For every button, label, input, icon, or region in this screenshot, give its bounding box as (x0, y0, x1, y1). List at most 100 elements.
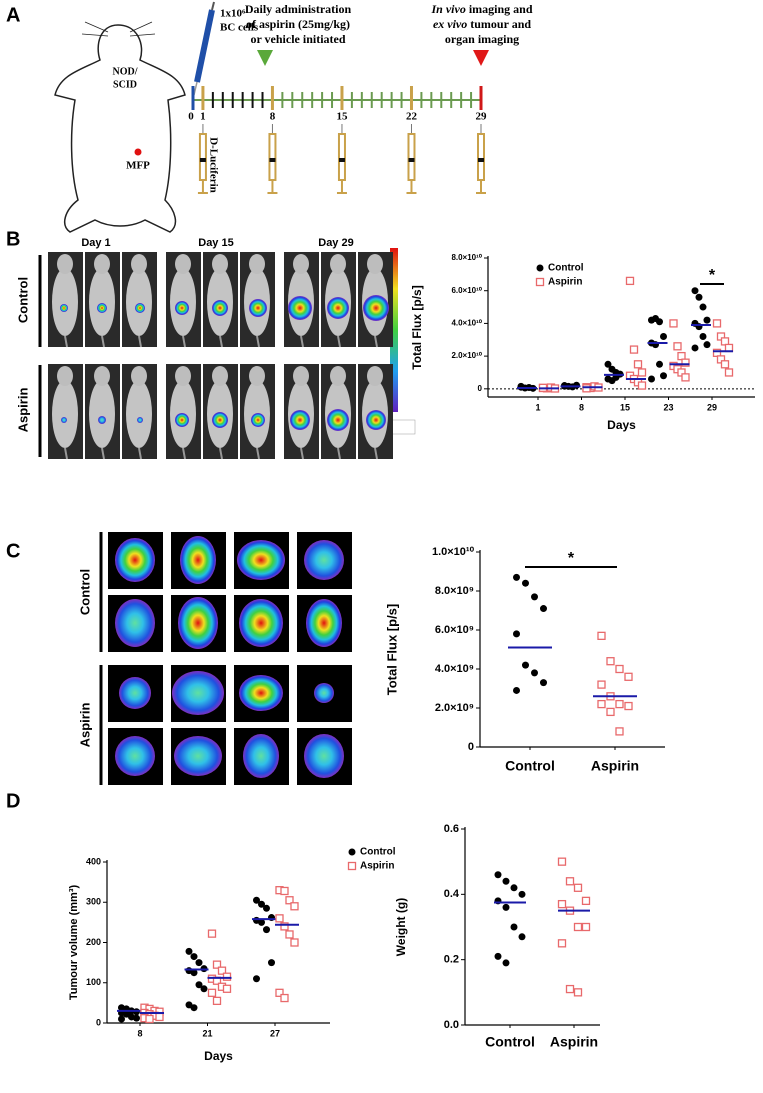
legend-label: Aspirin (548, 277, 582, 288)
mouse-tail (64, 335, 68, 348)
x-tick-label: Control (505, 758, 555, 774)
data-point (660, 332, 667, 340)
y-tick-label: 4.0×10⁹ (435, 663, 474, 675)
data-point (510, 923, 518, 931)
mouse-head (175, 254, 191, 274)
y-tick-label: 100 (86, 977, 101, 987)
mouse-label: SCID (113, 79, 137, 90)
y-tick-label: 1.0×10¹⁰ (432, 546, 475, 558)
data-point (656, 318, 663, 326)
syringe-plunger (199, 158, 206, 162)
data-point (133, 1014, 140, 1022)
x-axis-label: Days (607, 418, 636, 432)
y-tick-label: 2.0×10¹⁰ (451, 351, 482, 360)
data-point (285, 930, 294, 939)
mouse-head (212, 366, 228, 386)
tumour-signal (178, 597, 218, 649)
data-point (280, 922, 289, 931)
tumour-signal (306, 599, 342, 647)
mouse-head (330, 366, 346, 386)
timeline-day-label: 29 (476, 111, 488, 123)
data-point (637, 368, 647, 377)
luciferin-syringe (336, 124, 347, 194)
data-point (637, 381, 647, 390)
data-point (258, 918, 265, 926)
data-point (502, 903, 510, 911)
legend-label: Control (360, 847, 396, 858)
timeline-day-label: 0 (188, 111, 194, 123)
mouse-tail (374, 447, 378, 460)
legend-label: Aspirin (360, 861, 394, 872)
mouse-head (293, 366, 309, 386)
color-scale (390, 248, 398, 412)
data-point (200, 985, 208, 993)
data-point (615, 727, 624, 736)
data-point (290, 902, 299, 911)
tumour-signal (314, 683, 334, 703)
legend-marker (536, 264, 544, 272)
row-label: Control (15, 277, 30, 323)
imaging-label: ex vivo tumour and (433, 17, 531, 31)
data-point (724, 368, 734, 377)
data-point (624, 672, 633, 681)
data-point (581, 922, 591, 932)
y-tick-label: 0 (468, 741, 474, 753)
x-tick-label: 8 (579, 402, 584, 412)
syringe-barrel (477, 133, 485, 181)
mouse-body (126, 268, 152, 336)
treatment-label: of aspirin (25mg/kg) (246, 17, 350, 31)
data-point (522, 579, 529, 587)
data-point (625, 276, 635, 286)
y-tick-label: 200 (86, 937, 101, 947)
y-tick-label: 0.4 (444, 888, 460, 900)
data-point (207, 929, 217, 938)
mouse-head (330, 254, 346, 274)
data-point (615, 699, 624, 709)
tumour-signal (174, 736, 222, 776)
x-tick-label: Aspirin (591, 758, 639, 774)
bli-signal (212, 300, 228, 316)
legend-label: Control (548, 263, 584, 274)
data-point (681, 373, 690, 382)
y-tick-label: 0.0 (444, 1019, 459, 1031)
timeline: 0 1 8 15 22 29 (188, 86, 488, 194)
mouse-tail (182, 447, 186, 460)
bli-signal (60, 304, 68, 312)
data-point (145, 1014, 154, 1024)
day-label: Day 29 (318, 237, 353, 249)
mouse-label: NOD/ (113, 66, 138, 77)
legend-marker (347, 861, 357, 871)
data-point (195, 959, 203, 967)
data-point (648, 375, 655, 383)
row-label: Aspirin (15, 388, 30, 433)
x-tick-label: 23 (663, 402, 673, 412)
mouse-tail (374, 335, 378, 348)
mouse-head (57, 254, 73, 274)
mouse-head (249, 254, 265, 274)
day-label: Day 15 (198, 237, 233, 249)
data-point (557, 899, 567, 909)
data-point (275, 988, 284, 997)
data-point (118, 1015, 125, 1023)
mouse-head (367, 254, 383, 274)
x-tick-label: 8 (137, 1028, 142, 1038)
timeline-day-label: 15 (336, 111, 348, 123)
treatment-label: Daily administration (245, 2, 352, 16)
data-point (268, 959, 275, 967)
data-point (531, 669, 538, 677)
y-axis-label: Tumour volume (mm³) (68, 885, 80, 1001)
imaging-label: In vivo imaging and (430, 2, 532, 16)
tumour-signal (172, 671, 224, 715)
whiskers (81, 21, 156, 37)
row-label: Aspirin (77, 703, 92, 748)
timeline-day-label: 8 (270, 111, 276, 123)
tumour-signal (119, 677, 151, 709)
legend-marker (535, 277, 545, 287)
mouse-tail (101, 335, 105, 348)
cells-label: BC cells (220, 22, 259, 34)
bli-signal (249, 299, 267, 317)
data-point (573, 381, 580, 389)
mouse-tail (219, 335, 223, 348)
mouse-head (57, 366, 73, 386)
y-tick-label: 4.0×10¹⁰ (451, 319, 482, 328)
